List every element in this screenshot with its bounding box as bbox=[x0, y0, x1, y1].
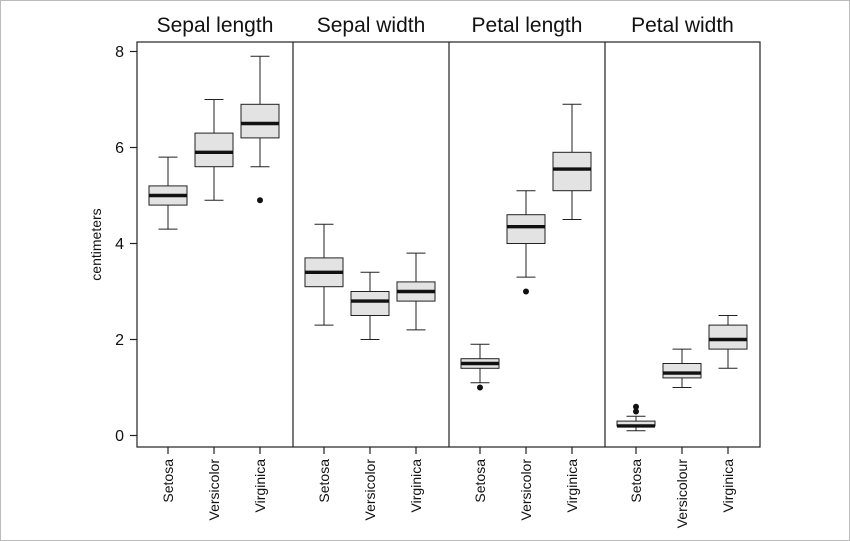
box bbox=[240, 103, 280, 139]
x-tick-label: Versicolour bbox=[674, 459, 690, 529]
box bbox=[506, 214, 546, 244]
x-tick-label: Virginica bbox=[720, 459, 736, 513]
y-tick-label: 6 bbox=[115, 140, 124, 157]
box bbox=[194, 132, 234, 168]
x-tick-label: Setosa bbox=[472, 459, 488, 503]
box bbox=[708, 324, 748, 350]
y-tick-label: 0 bbox=[115, 428, 124, 445]
outlier-point bbox=[633, 403, 639, 410]
y-tick-label: 8 bbox=[115, 44, 124, 61]
x-tick-label: Setosa bbox=[160, 459, 176, 503]
box bbox=[350, 291, 390, 316]
outlier-point bbox=[257, 197, 263, 204]
panel-title: Petal length bbox=[472, 14, 583, 37]
x-tick-label: Virginica bbox=[408, 459, 424, 513]
outlier-point bbox=[477, 384, 483, 391]
y-tick-label: 2 bbox=[115, 332, 124, 349]
x-tick-label: Versicolor bbox=[518, 459, 534, 521]
box bbox=[552, 151, 592, 192]
panel-title: Petal width bbox=[631, 14, 734, 37]
outlier-point bbox=[523, 288, 529, 295]
y-axis-label: centimeters bbox=[88, 208, 104, 280]
panel-title: Sepal width bbox=[317, 14, 426, 37]
plot-area: 0 2 4 6 8 centimeters Sepal length Setosa Versic… bbox=[88, 14, 761, 529]
x-tick-label: Setosa bbox=[628, 459, 644, 503]
x-tick-label: Setosa bbox=[316, 459, 332, 503]
x-tick-label: Virginica bbox=[252, 459, 268, 513]
panel-title: Sepal length bbox=[157, 14, 274, 37]
box bbox=[662, 363, 702, 379]
outlier-point bbox=[633, 408, 639, 415]
x-tick-label: Versicolor bbox=[206, 459, 222, 521]
x-tick-label: Versicolor bbox=[362, 459, 378, 521]
x-tick-label: Virginica bbox=[564, 459, 580, 513]
y-tick-label: 4 bbox=[115, 236, 124, 253]
